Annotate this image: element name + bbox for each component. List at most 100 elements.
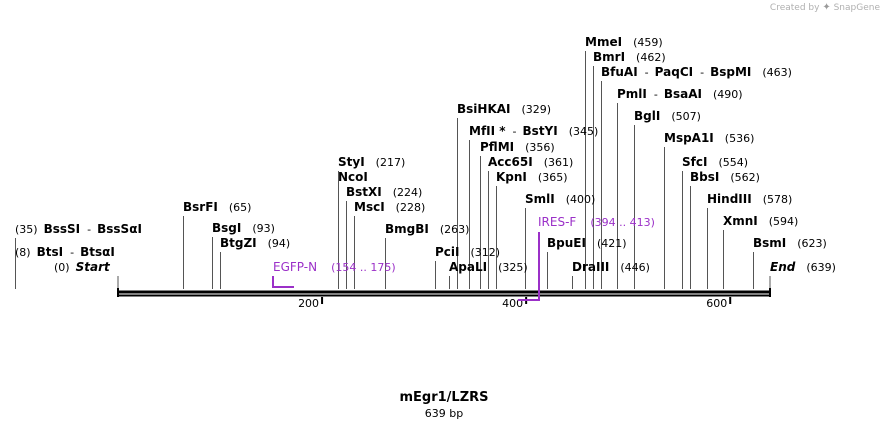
site-label-part: DraIII (572, 260, 609, 274)
site-label-part: MfII * (469, 124, 506, 138)
site-label-part: (93) (252, 222, 275, 235)
site-label-apali[interactable]: ApaLI (325) (449, 260, 528, 274)
site-label-part: NcoI (338, 170, 368, 184)
site-label-bmgbi[interactable]: BmgBI (263) (385, 222, 469, 236)
site-label-btsi-btsi[interactable]: (8) BtsI - BtsαI (15, 245, 115, 259)
site-label-part: - (513, 125, 517, 138)
site-label-part: SmlI (525, 192, 555, 206)
site-label-pflmi[interactable]: PflMI (356) (480, 140, 555, 154)
site-label-sfci[interactable]: SfcI (554) (682, 155, 748, 169)
site-label-part: (263) (440, 223, 470, 236)
site-label-part: - (87, 223, 91, 236)
feature-arrow-egfp-n (272, 276, 294, 288)
site-label-part: (562) (730, 171, 760, 184)
site-label-xmni[interactable]: XmnI (594) (723, 214, 798, 228)
created-by-text: Created by (769, 3, 820, 13)
site-label-bpuei[interactable]: BpuEI (421) (547, 236, 627, 250)
site-label-pcii[interactable]: PciI (312) (435, 245, 500, 259)
site-label-end[interactable]: End (639) (770, 260, 836, 274)
site-label-kpni[interactable]: KpnI (365) (496, 170, 568, 184)
site-label-bsihkai[interactable]: BsiHKAI (329) (457, 102, 551, 116)
site-label-part: BtsαI (80, 245, 115, 259)
site-label-ncoi[interactable]: NcoI (338, 170, 368, 184)
feature-arrow-ires-f (518, 232, 540, 301)
site-label-bsssi-bsssi[interactable]: (35) BssSI - BssSαI (15, 222, 142, 236)
site-label-part: BglI (634, 109, 660, 123)
site-label-part: (0) (54, 261, 70, 274)
backbone-bottom-strand (118, 294, 770, 297)
site-label-mspa1i[interactable]: MspA1I (536) (664, 131, 754, 145)
site-label-part: (361) (544, 156, 574, 169)
site-label-part: (507) (671, 110, 701, 123)
site-label-part: (325) (498, 261, 528, 274)
site-labels: (35) BssSI - BssSαI (8) BtsI - BtsαI (0) Start Bsr… (15, 35, 836, 274)
site-label-part: BmgBI (385, 222, 429, 236)
site-label-draiii[interactable]: DraIII (446) (572, 260, 650, 274)
feature-range: (394 .. 413) (590, 216, 655, 229)
backbone-end-cap (769, 288, 771, 297)
site-label-styi[interactable]: StyI (217) (338, 155, 405, 169)
site-label-part: (639) (806, 261, 836, 274)
site-label-part: BsmI (753, 236, 786, 250)
site-label-part: (345) (569, 125, 599, 138)
site-label-part: (446) (620, 261, 650, 274)
site-label-part: BtgZI (220, 236, 257, 250)
site-label-part: Start (76, 260, 111, 274)
site-label-btgzi[interactable]: BtgZI (94) (220, 236, 290, 250)
feature-label-ires-f[interactable]: IRES-F (394 .. 413) (538, 215, 655, 229)
site-label-part: (463) (762, 66, 792, 79)
site-label-bsgi[interactable]: BsgI (93) (212, 221, 275, 235)
site-label-part: PciI (435, 245, 460, 259)
site-label-part: BfuAI (601, 65, 638, 79)
site-label-msci[interactable]: MscI (228) (354, 200, 425, 214)
site-label-part: (490) (713, 88, 743, 101)
site-label-bgli[interactable]: BglI (507) (634, 109, 701, 123)
site-label-part: - (654, 88, 658, 101)
site-label-part: BsaAI (664, 87, 702, 101)
site-label-part: (65) (229, 201, 252, 214)
site-label-part: - (645, 66, 649, 79)
site-label-part: (623) (797, 237, 827, 250)
site-label-hindiii[interactable]: HindIII (578) (707, 192, 792, 206)
site-label-bbsi[interactable]: BbsI (562) (690, 170, 760, 184)
site-label-part: (228) (396, 201, 426, 214)
site-label-part: (594) (769, 215, 799, 228)
site-label-bstxi[interactable]: BstXI (224) (346, 185, 422, 199)
site-label-bmri[interactable]: BmrI (462) (593, 50, 666, 64)
site-label-part: (217) (376, 156, 406, 169)
site-label-part: BsiHKAI (457, 102, 511, 116)
site-label-part: (224) (393, 186, 423, 199)
site-label-mfii-bstyi[interactable]: MfII * - BstYI (345) (469, 124, 598, 138)
backbone-top-strand (118, 290, 770, 294)
tick-label-600: 600 (706, 297, 727, 310)
snapgene-name: SnapGene (833, 3, 880, 13)
site-label-smli[interactable]: SmlI (400) (525, 192, 595, 206)
site-label-part: BsrFI (183, 200, 218, 214)
site-label-pmli-bsaai[interactable]: PmlI - BsaAI (490) (617, 87, 743, 101)
site-label-acc65i[interactable]: Acc65I (361) (488, 155, 573, 169)
site-label-bsmi[interactable]: BsmI (623) (753, 236, 827, 250)
site-label-part: - (70, 246, 74, 259)
site-label-bsrfi[interactable]: BsrFI (65) (183, 200, 251, 214)
site-label-part: Acc65I (488, 155, 533, 169)
site-label-part: End (770, 260, 796, 274)
site-label-part: HindIII (707, 192, 752, 206)
site-label-start[interactable]: (0) Start (54, 260, 111, 274)
site-label-part: (356) (525, 141, 555, 154)
site-label-part: BstYI (523, 124, 558, 138)
feature-label-egfp-n[interactable]: EGFP-N (154 .. 175) (273, 260, 396, 274)
site-label-part: MmeI (585, 35, 622, 49)
site-label-part: BmrI (593, 50, 625, 64)
site-label-part: (312) (471, 246, 501, 259)
site-label-mmei[interactable]: MmeI (459) (585, 35, 663, 49)
site-label-part: (554) (718, 156, 748, 169)
site-label-part: BssSαI (97, 222, 142, 236)
site-label-part: (536) (725, 132, 755, 145)
site-label-part: BstXI (346, 185, 382, 199)
site-label-bfuai-paqci-bspmi[interactable]: BfuAI - PaqCI - BspMI (463) (601, 65, 792, 79)
map-title: mEgr1/LZRS (399, 390, 489, 405)
scale-ticks: 200 400 600 (298, 297, 732, 310)
snapgene-branding: Created by ✦ SnapGene (770, 2, 880, 13)
site-label-part: PflMI (480, 140, 514, 154)
feature-name: IRES-F (538, 215, 576, 229)
